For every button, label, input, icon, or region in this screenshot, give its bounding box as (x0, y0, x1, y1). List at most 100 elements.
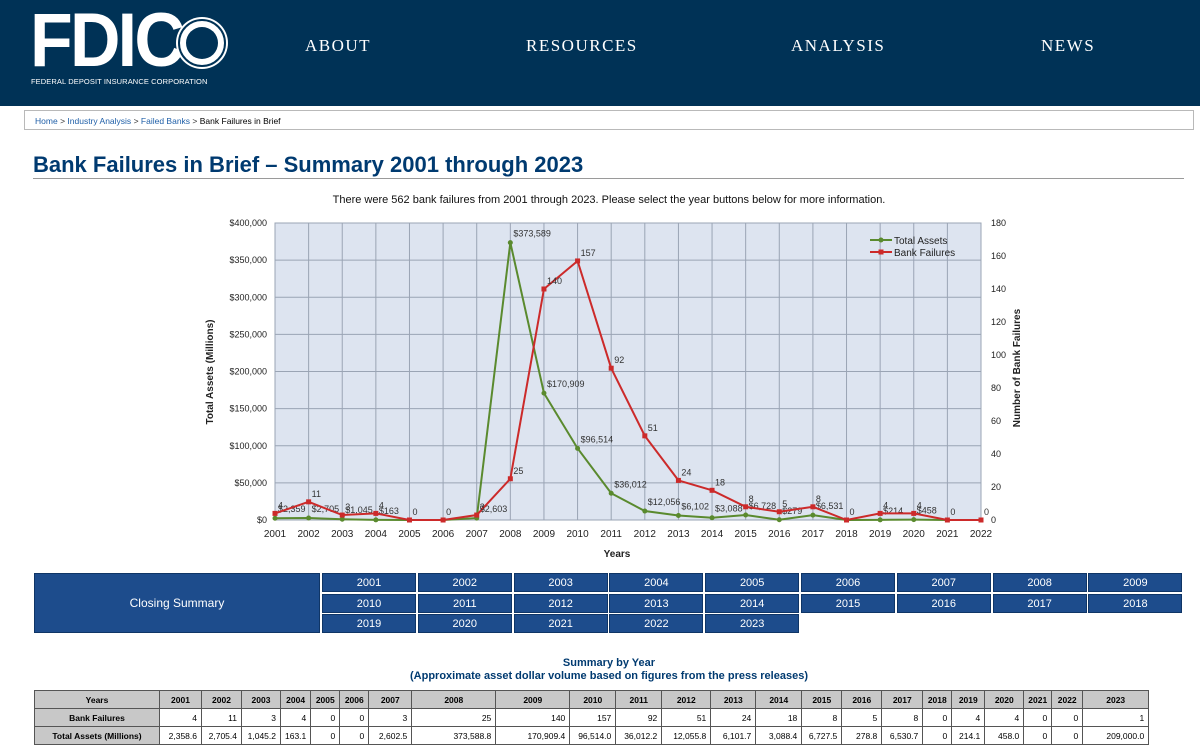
bank-failures-label: 92 (614, 355, 624, 365)
year-button-2013[interactable]: 2013 (609, 593, 704, 613)
bank-failures-point (877, 510, 883, 516)
table-cell: 209,000.0 (1082, 726, 1150, 745)
nav-about[interactable]: ABOUT (305, 36, 372, 55)
year-button-2003[interactable]: 2003 (513, 573, 608, 592)
logo-wordmark: FDIC (30, 0, 185, 83)
year-button-2008[interactable]: 2008 (992, 573, 1087, 592)
total-assets-label: $6,102 (681, 501, 709, 511)
table-cell: 140 (495, 708, 571, 727)
bank-failures-label: 51 (648, 423, 658, 433)
total-assets-label: $2,603 (480, 504, 508, 514)
total-assets-point (339, 516, 345, 522)
year-button-2015[interactable]: 2015 (801, 593, 895, 613)
column-header-year: 2021 (1023, 690, 1053, 709)
total-assets-label: $170,909 (547, 379, 585, 389)
total-assets-point (911, 517, 917, 523)
year-button-2005[interactable]: 2005 (705, 573, 800, 592)
y-tick-label-right: 80 (991, 383, 1001, 393)
year-button-2017[interactable]: 2017 (992, 593, 1087, 613)
bank-failures-point (575, 258, 581, 264)
total-assets-point (877, 517, 883, 523)
total-assets-label: $1,045 (345, 505, 373, 515)
year-button-2001[interactable]: 2001 (322, 573, 416, 592)
total-assets-label: $6,531 (816, 501, 844, 511)
bank-failures-point (541, 286, 547, 292)
row-label: Total Assets (Millions) (34, 726, 160, 745)
x-tick-label: 2013 (667, 529, 690, 540)
nav-resources[interactable]: RESOURCES (526, 36, 638, 55)
total-assets-point (709, 515, 715, 521)
year-button-2004[interactable]: 2004 (609, 573, 704, 592)
column-header-year: 2011 (615, 690, 663, 709)
nav-analysis[interactable]: ANALYSIS (791, 36, 886, 55)
bank-failures-label: 8 (816, 494, 821, 504)
y-axis-title-right: Number of Bank Failures (1012, 308, 1023, 427)
year-button-2016[interactable]: 2016 (896, 593, 991, 613)
year-button-2022[interactable]: 2022 (609, 614, 704, 633)
table-cell: 24 (710, 708, 757, 727)
total-assets-point (507, 240, 513, 246)
table-cell: 2,602.5 (368, 726, 413, 745)
table-header-row: Years 2001 2002 2003 2004 2005 2006 2007 2008 200… (34, 690, 1150, 709)
table-cell: 170,909.4 (495, 726, 571, 745)
y-tick-label-right: 40 (991, 449, 1001, 459)
y-tick-label-left: $50,000 (234, 478, 267, 488)
year-button-2010[interactable]: 2010 (322, 593, 416, 613)
x-tick-label: 2006 (432, 529, 455, 540)
intro-text: There were 562 bank failures from 2001 t… (332, 194, 886, 206)
bank-failures-label: 140 (547, 276, 562, 286)
y-tick-label-right: 0 (991, 515, 996, 525)
year-button-2007[interactable]: 2007 (896, 573, 991, 592)
year-button-2020[interactable]: 2020 (417, 614, 512, 633)
breadcrumb-home[interactable]: Home (35, 116, 58, 126)
x-tick-label: 2019 (869, 529, 892, 540)
breadcrumb-industry-analysis[interactable]: Industry Analysis (67, 116, 132, 126)
year-button-2006[interactable]: 2006 (801, 573, 895, 592)
bank-failures-label: 0 (850, 507, 855, 517)
x-tick-label: 2020 (903, 529, 926, 540)
total-assets-point (743, 512, 749, 518)
year-button-2011[interactable]: 2011 (417, 593, 512, 613)
bank-failures-label: 11 (312, 489, 321, 499)
year-button-2021[interactable]: 2021 (513, 614, 608, 633)
summary-table: Years 2001 2002 2003 2004 2005 2006 2007 2008 200… (34, 690, 1150, 745)
year-button-2014[interactable]: 2014 (705, 593, 800, 613)
year-button-2009[interactable]: 2009 (1088, 573, 1183, 592)
title-divider (33, 178, 1184, 179)
x-tick-label: 2001 (264, 529, 287, 540)
table-cell: 0 (339, 726, 370, 745)
fdic-seal-icon (178, 19, 226, 67)
column-header-year: 2014 (755, 690, 803, 709)
year-button-2002[interactable]: 2002 (417, 573, 512, 592)
bank-failures-label: 5 (782, 499, 787, 509)
table-cell: 11 (201, 708, 242, 727)
table-cell: 18 (755, 708, 803, 727)
breadcrumb-separator: > (60, 116, 66, 126)
total-assets-point (373, 517, 379, 523)
year-button-2018[interactable]: 2018 (1088, 593, 1183, 613)
closing-summary-button[interactable]: Closing Summary (34, 573, 320, 633)
table-cell: 0 (1051, 708, 1084, 727)
column-header-year: 2012 (661, 690, 712, 709)
table-cell: 1,045.2 (241, 726, 281, 745)
fdic-logo[interactable]: FDIC FEDERAL DEPOSIT INSURANCE CORPORATI… (30, 3, 226, 89)
year-button-2012[interactable]: 2012 (513, 593, 608, 613)
table-cell: 96,514.0 (569, 726, 617, 745)
bank-failures-point (844, 517, 850, 523)
total-assets-point (810, 512, 816, 518)
table-cell: 373,588.8 (411, 726, 497, 745)
y-tick-label-left: $250,000 (229, 329, 267, 339)
table-cell: 0 (1023, 726, 1053, 745)
breadcrumb-failed-banks[interactable]: Failed Banks (140, 116, 191, 126)
bank-failures-label: 3 (345, 502, 350, 512)
bank-failures-point (642, 433, 648, 439)
column-header-year: 2001 (159, 690, 202, 709)
table-cell: 6,101.7 (710, 726, 757, 745)
year-button-2019[interactable]: 2019 (322, 614, 416, 633)
bank-failures-point (776, 509, 782, 515)
bank-failures-point (810, 504, 816, 510)
summary-subtitle: (Approximate asset dollar volume based o… (410, 670, 808, 682)
column-header-year: 2003 (241, 690, 281, 709)
nav-news[interactable]: NEWS (1041, 36, 1096, 55)
year-button-2023[interactable]: 2023 (705, 614, 800, 633)
